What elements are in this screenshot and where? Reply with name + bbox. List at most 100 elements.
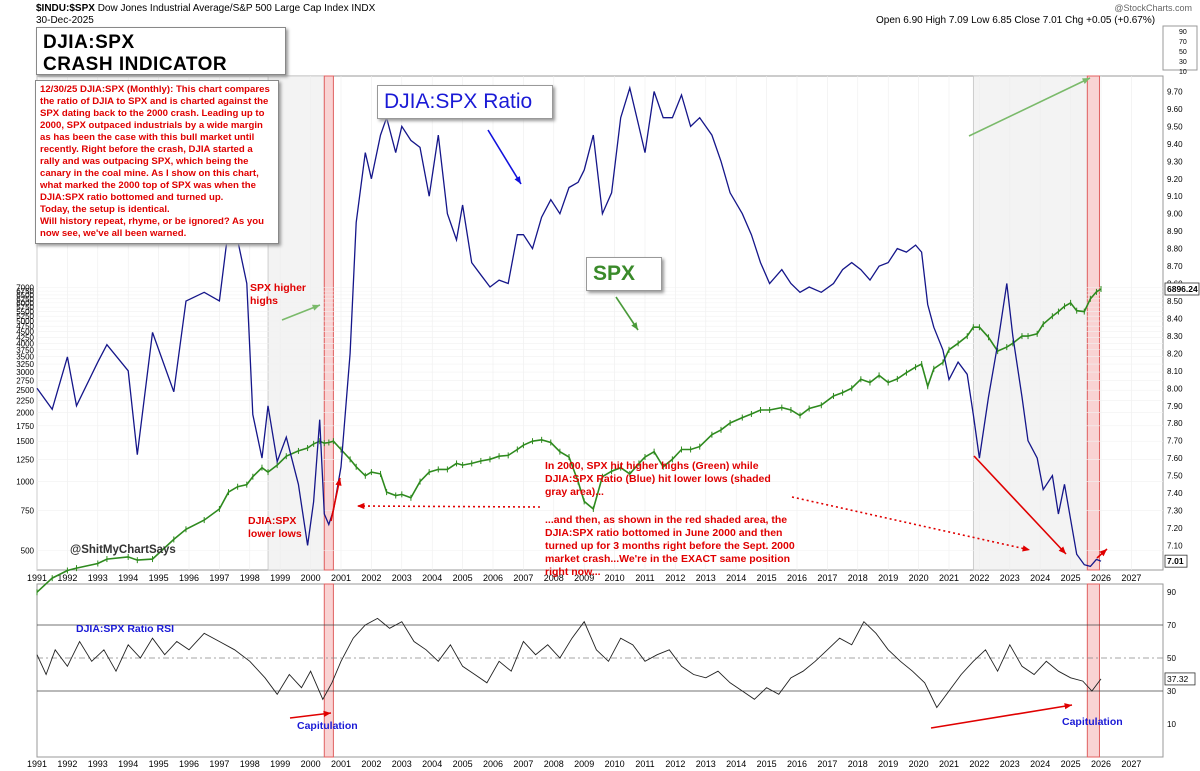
x-tick-label: 2023 — [1000, 573, 1020, 583]
x-tick-label: 2009 — [574, 573, 594, 583]
x-tick-label: 1999 — [270, 573, 290, 583]
y-left-tick-label: 2000 — [16, 408, 34, 417]
y-left-tick-label: 5000 — [16, 317, 34, 326]
commentary-line: Today, the setup is identical. — [40, 204, 170, 215]
x-tick-label: 2008 — [544, 573, 564, 583]
y-left-tick-label: 2500 — [16, 386, 34, 395]
x-tick-label: 1997 — [209, 573, 229, 583]
x-tick-label: 2002 — [361, 573, 381, 583]
y-right-tick-label: 7.80 — [1167, 419, 1183, 428]
spx-series-label: SPX — [586, 257, 662, 291]
x-tick-label-rsi: 2025 — [1061, 759, 1081, 769]
x-tick-label-rsi: 2001 — [331, 759, 351, 769]
y-right-tick-label: 8.90 — [1167, 227, 1183, 236]
annotation-2000: In 2000, SPX hit higher highs (Green) wh… — [545, 460, 771, 498]
capitulation-arrow-2000-head — [323, 710, 331, 717]
spx-last-value-tag — [1164, 282, 1200, 296]
x-tick-label: 2013 — [696, 573, 716, 583]
x-tick-label-rsi: 2017 — [817, 759, 837, 769]
x-tick-label: 1993 — [88, 573, 108, 583]
y-right-tick-label: 8.80 — [1167, 245, 1183, 254]
x-tick-label: 2010 — [605, 573, 625, 583]
x-tick-label-rsi: 1997 — [209, 759, 229, 769]
x-tick-label: 1995 — [149, 573, 169, 583]
author-handle: @ShitMyChartSays — [70, 544, 176, 556]
y-right-tick-label: 9.40 — [1167, 140, 1183, 149]
y-right-tick-label: 8.00 — [1167, 384, 1183, 393]
y-right-tick-label: 7.10 — [1167, 541, 1183, 550]
rsi-tick-label: 50 — [1167, 654, 1176, 663]
y-right-tick-label: 9.30 — [1167, 157, 1183, 166]
x-tick-label-rsi: 2007 — [513, 759, 533, 769]
x-tick-label: 2005 — [453, 573, 473, 583]
capitulation-label-2025: Capitulation — [1062, 716, 1123, 728]
y-left-tick-label: 6500 — [16, 291, 34, 300]
x-tick-label: 2020 — [909, 573, 929, 583]
x-tick-label: 2016 — [787, 573, 807, 583]
thumbnail-tick: 90 — [1179, 29, 1187, 36]
x-tick-label: 2022 — [969, 573, 989, 583]
rsi-plot-area — [36, 583, 1164, 758]
rsi-tick-label: 10 — [1167, 720, 1176, 729]
x-tick-label-rsi: 1994 — [118, 759, 138, 769]
x-tick-label-rsi: 2013 — [696, 759, 716, 769]
x-tick-label-rsi: 1996 — [179, 759, 199, 769]
x-tick-label: 1996 — [179, 573, 199, 583]
y-right-tick-label: 7.70 — [1167, 437, 1183, 446]
y-left-tick-label: 3750 — [16, 346, 34, 355]
x-tick-label-rsi: 1995 — [149, 759, 169, 769]
dotted-pointer-2000-head — [357, 502, 365, 510]
rsi-tick-label: 70 — [1167, 621, 1176, 630]
spx-highs-arrow-2025-head — [1082, 78, 1090, 84]
y-right-tick-label: 9.60 — [1167, 105, 1183, 114]
ratio-last-value-tag — [1164, 554, 1188, 568]
x-tick-label-rsi: 2005 — [453, 759, 473, 769]
spx-highs-arrow-head — [312, 304, 320, 311]
dotted-pointer-now-head — [1022, 545, 1030, 552]
ratio-series-label: DJIA:SPX Ratio — [377, 85, 553, 119]
rsi-tick-label: 30 — [1167, 687, 1176, 696]
x-tick-label: 2019 — [878, 573, 898, 583]
djia-lower-lows-label: DJIA:SPX lower lows — [248, 515, 302, 540]
y-right-tick-label: 7.20 — [1167, 524, 1183, 533]
x-tick-label: 2027 — [1121, 573, 1141, 583]
y-right-tick-label: 7.90 — [1167, 402, 1183, 411]
y-left-tick-label: 6750 — [16, 287, 34, 296]
x-tick-label-rsi: 2000 — [301, 759, 321, 769]
red-shaded-zone — [323, 75, 334, 571]
thumbnail-tick: 70 — [1179, 39, 1187, 46]
x-tick-label: 1994 — [118, 573, 138, 583]
ratio-series-line — [36, 85, 1102, 568]
x-tick-label-rsi: 2018 — [848, 759, 868, 769]
annotation-now: ...and then, as shown in the red shaded … — [545, 514, 795, 578]
y-right-tick-label: 7.40 — [1167, 489, 1183, 498]
x-tick-label-rsi: 1993 — [88, 759, 108, 769]
y-left-tick-label: 6250 — [16, 295, 34, 304]
x-tick-label: 2001 — [331, 573, 351, 583]
commentary-line: Will history repeat, rhyme, or be ignore… — [40, 216, 264, 239]
spx-pointer-arrow-head — [631, 322, 638, 330]
spx-last-value: 6896.24 — [1167, 284, 1198, 294]
x-tick-label-rsi: 2008 — [544, 759, 564, 769]
y-left-tick-label: 3000 — [16, 368, 34, 377]
symbol-description: Dow Jones Industrial Average/S&P 500 Lar… — [97, 3, 376, 14]
x-tick-label: 2015 — [757, 573, 777, 583]
y-left-tick-label: 4750 — [16, 322, 34, 331]
ratio-pointer-arrow-head — [514, 176, 521, 184]
red-shaded-zone-rsi — [323, 583, 334, 758]
y-right-tick-label: 9.70 — [1167, 87, 1183, 96]
rsi-last-value: 37.32 — [1167, 674, 1189, 684]
x-tick-label-rsi: 2024 — [1030, 759, 1050, 769]
x-tick-label: 2000 — [301, 573, 321, 583]
rsi-line — [36, 617, 1102, 709]
rsi-last-value-tag — [1164, 672, 1196, 686]
red-shaded-zone-rsi — [1086, 583, 1100, 758]
y-right-tick-label: 7.30 — [1167, 507, 1183, 516]
x-tick-label: 2024 — [1030, 573, 1050, 583]
x-tick-label-rsi: 2021 — [939, 759, 959, 769]
x-tick-label: 1998 — [240, 573, 260, 583]
x-tick-label-rsi: 2022 — [969, 759, 989, 769]
red-shaded-zone — [1086, 75, 1100, 571]
stockcharts-brand: @StockCharts.com — [1114, 3, 1192, 13]
